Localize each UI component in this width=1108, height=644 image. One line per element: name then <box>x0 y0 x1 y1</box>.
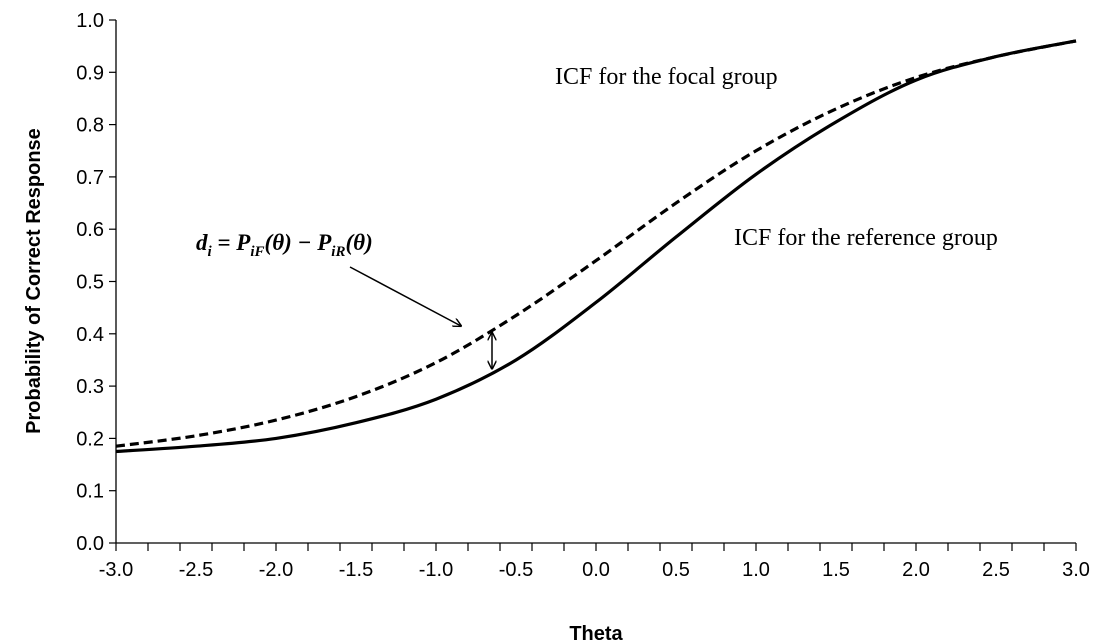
focal-group-curve <box>115 39 1077 448</box>
x-tick-label: 1.0 <box>742 559 770 581</box>
x-tick-label: -2.5 <box>179 559 213 581</box>
focal-group-label: ICF for the focal group <box>555 64 778 90</box>
x-axis-title: Theta <box>569 623 623 644</box>
x-tick-label: -2.0 <box>259 559 293 581</box>
y-tick-label: 0.8 <box>76 115 104 137</box>
x-tick-label: -3.0 <box>99 559 133 581</box>
reference-group-curve <box>115 39 1077 454</box>
y-axis-title: Probability of Correct Response <box>23 128 45 434</box>
y-tick-label: 0.3 <box>76 376 104 398</box>
x-tick-label: 2.0 <box>902 559 930 581</box>
y-tick-label: 0.4 <box>76 324 104 346</box>
x-tick-label: 0.5 <box>662 559 690 581</box>
x-tick-label: 3.0 <box>1062 559 1090 581</box>
y-tick-label: 0.7 <box>76 167 104 189</box>
y-tick-label: 1.0 <box>76 10 104 32</box>
y-tick-label: 0.1 <box>76 481 104 503</box>
x-tick-label: 0.0 <box>582 559 610 581</box>
y-axis-ticks: 0.0 0.1 0.2 0.3 0.4 0.5 0.6 0.7 0.8 0.9 1.0 <box>76 10 116 555</box>
difference-formula: di = PiF(θ) − PiR(θ) <box>196 230 373 260</box>
y-tick-label: 0.9 <box>76 62 104 84</box>
y-tick-label: 0.5 <box>76 272 104 294</box>
y-tick-label: 0.2 <box>76 428 104 450</box>
y-tick-label: 0.6 <box>76 219 104 241</box>
y-tick-label: 0.0 <box>76 533 104 555</box>
x-tick-label: -1.0 <box>419 559 453 581</box>
x-tick-label: -1.5 <box>339 559 373 581</box>
x-tick-label: -0.5 <box>499 559 533 581</box>
x-tick-label: 1.5 <box>822 559 850 581</box>
x-tick-label: 2.5 <box>982 559 1010 581</box>
x-axis-ticks: -3.0 -2.5 -2.0 -1.5 -1.0 -0.5 0.0 0.5 1.0 1.5 2.0 2… <box>99 543 1090 581</box>
formula-pointer-arrow <box>349 266 461 326</box>
reference-group-label: ICF for the reference group <box>734 225 998 251</box>
